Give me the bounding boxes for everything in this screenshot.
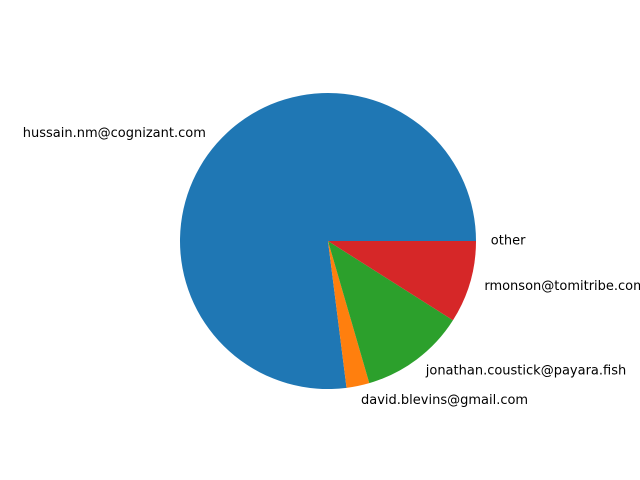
pie-slice-jonathan-coustick-payara-fish <box>328 241 453 384</box>
pie-slice-david-blevins-gmail-com <box>328 241 370 388</box>
pie-label-rmonson-tomitribe-com: rmonson@tomitribe.com <box>484 279 640 294</box>
pie-label-hussain-nm-cognizant-com: hussain.nm@cognizant.com <box>23 126 206 141</box>
pie-slice-rmonson-tomitribe-com <box>328 241 476 321</box>
pie-label-jonathan-coustick-payara-fish: jonathan.coustick@payara.fish <box>425 364 626 379</box>
pie-label-other: other <box>491 234 526 249</box>
pie-slices <box>180 92 476 389</box>
pie-label-david-blevins-gmail-com: david.blevins@gmail.com <box>361 393 528 408</box>
pie-labels: other hussain.nm@cognizant.com david.blevi… <box>23 126 640 408</box>
pie-slice-hussain-nm-cognizant-com <box>180 92 476 389</box>
